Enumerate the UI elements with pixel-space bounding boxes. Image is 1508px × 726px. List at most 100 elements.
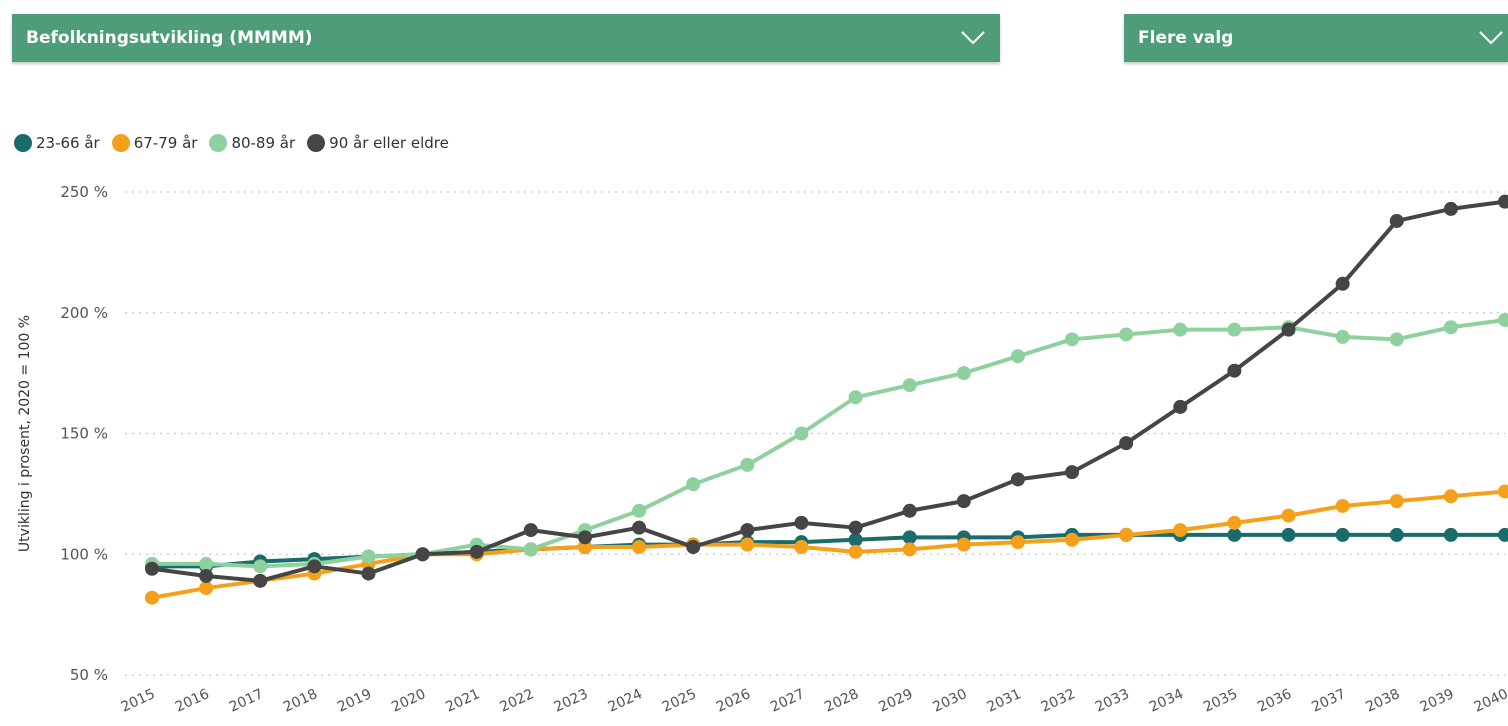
data-point <box>1389 494 1404 509</box>
data-point <box>1065 332 1080 347</box>
legend-marker <box>14 134 32 152</box>
x-tick-label: 2029 <box>876 686 915 716</box>
data-point <box>1389 213 1404 228</box>
data-point <box>848 520 863 535</box>
data-point <box>199 556 214 571</box>
data-point <box>577 530 592 545</box>
y-axis-title: Utvikling i prosent, 2020 = 100 % <box>17 315 33 552</box>
legend-item[interactable]: 80-89 år <box>209 134 295 152</box>
data-point <box>523 523 538 538</box>
data-point <box>1335 276 1350 291</box>
line-chart: 50 % 100 % 150 % 200 % 250 % Utvikling i pros… <box>17 183 1508 716</box>
x-tick-label: 2020 <box>389 686 428 716</box>
data-point <box>1443 527 1458 542</box>
data-point <box>1119 527 1134 542</box>
data-point <box>415 547 430 562</box>
y-tick-label: 250 % <box>60 183 108 201</box>
y-tick-label: 50 % <box>70 666 108 684</box>
x-tick-label: 2023 <box>552 686 591 716</box>
legend-label: 80-89 år <box>231 134 296 152</box>
data-point <box>1335 498 1350 513</box>
chart-legend: 23-66 år 67-79 år 80-89 år 90 år eller eldr… <box>14 134 461 152</box>
data-point <box>361 566 376 581</box>
x-tick-label: 2017 <box>227 686 266 716</box>
data-point <box>956 494 971 509</box>
data-point <box>740 457 755 472</box>
data-point <box>1281 527 1296 542</box>
data-point <box>1498 312 1508 327</box>
x-tick-label: 2016 <box>173 686 212 716</box>
data-point <box>1389 332 1404 347</box>
x-tick-label: 2039 <box>1418 686 1457 716</box>
data-point <box>686 540 701 555</box>
x-tick-label: 2040 <box>1472 686 1508 716</box>
legend-label: 23-66 år <box>36 134 100 152</box>
data-point <box>1389 527 1404 542</box>
data-point <box>956 537 971 552</box>
data-point <box>577 540 592 555</box>
x-tick-label: 2033 <box>1093 686 1132 716</box>
data-point <box>902 503 917 518</box>
data-point <box>469 544 484 559</box>
data-point <box>902 378 917 393</box>
x-tick-label: 2035 <box>1201 686 1240 716</box>
x-tick-label: 2038 <box>1363 686 1402 716</box>
data-point <box>145 590 159 605</box>
y-tick-label: 200 % <box>60 304 108 322</box>
legend-item[interactable]: 67-79 år <box>111 134 198 152</box>
data-point <box>902 542 917 557</box>
data-point <box>1010 472 1025 487</box>
data-point <box>1119 436 1134 451</box>
data-point <box>361 549 376 564</box>
legend-item[interactable]: 23-66 år <box>14 134 100 152</box>
legend-item[interactable]: 90 år eller eldre <box>307 134 449 152</box>
data-point <box>632 503 647 518</box>
legend-marker <box>111 134 130 152</box>
data-point <box>632 520 647 535</box>
chevron-down-icon <box>961 31 985 45</box>
data-point <box>902 530 917 545</box>
data-point <box>740 537 755 552</box>
data-point <box>1335 329 1350 344</box>
data-point <box>794 540 809 555</box>
data-point <box>1227 322 1242 337</box>
population-dropdown[interactable]: Befolkningsutvikling (MMMM) <box>12 14 1000 62</box>
x-tick-label: 2028 <box>822 686 861 716</box>
data-point <box>1498 484 1508 499</box>
data-point <box>1281 508 1296 523</box>
data-point <box>848 390 863 405</box>
x-tick-label: 2015 <box>119 686 158 716</box>
data-point <box>686 477 701 492</box>
y-tick-label: 100 % <box>60 545 108 563</box>
data-point <box>1065 532 1080 547</box>
x-tick-label: 2037 <box>1309 686 1348 716</box>
data-point <box>1227 527 1242 542</box>
more-options-dropdown[interactable]: Flere valg <box>1124 14 1508 62</box>
legend-label: 67-79 år <box>133 134 198 152</box>
series-line <box>151 489 1506 600</box>
data-point <box>1173 322 1188 337</box>
x-tick-label: 2027 <box>768 686 807 716</box>
data-point <box>253 573 268 588</box>
legend-label: 90 år eller eldre <box>329 134 449 152</box>
data-point <box>1227 363 1242 378</box>
x-tick-label: 2032 <box>1039 686 1078 716</box>
x-tick-label: 2034 <box>1147 686 1186 716</box>
data-point <box>1335 527 1350 542</box>
population-dropdown-label: Befolkningsutvikling (MMMM) <box>26 28 313 48</box>
data-point <box>848 532 863 547</box>
x-tick-label: 2036 <box>1255 686 1294 716</box>
data-point <box>1498 194 1508 209</box>
data-point <box>1010 535 1025 550</box>
data-point <box>253 559 268 574</box>
data-point <box>1227 515 1242 530</box>
data-point <box>1173 523 1188 538</box>
data-point <box>1443 320 1458 335</box>
data-point <box>794 515 809 530</box>
data-point <box>1173 399 1188 414</box>
data-point <box>1443 201 1458 216</box>
x-tick-label: 2025 <box>660 686 699 716</box>
legend-marker <box>307 134 326 152</box>
legend-marker <box>209 134 228 152</box>
data-point <box>956 366 971 381</box>
